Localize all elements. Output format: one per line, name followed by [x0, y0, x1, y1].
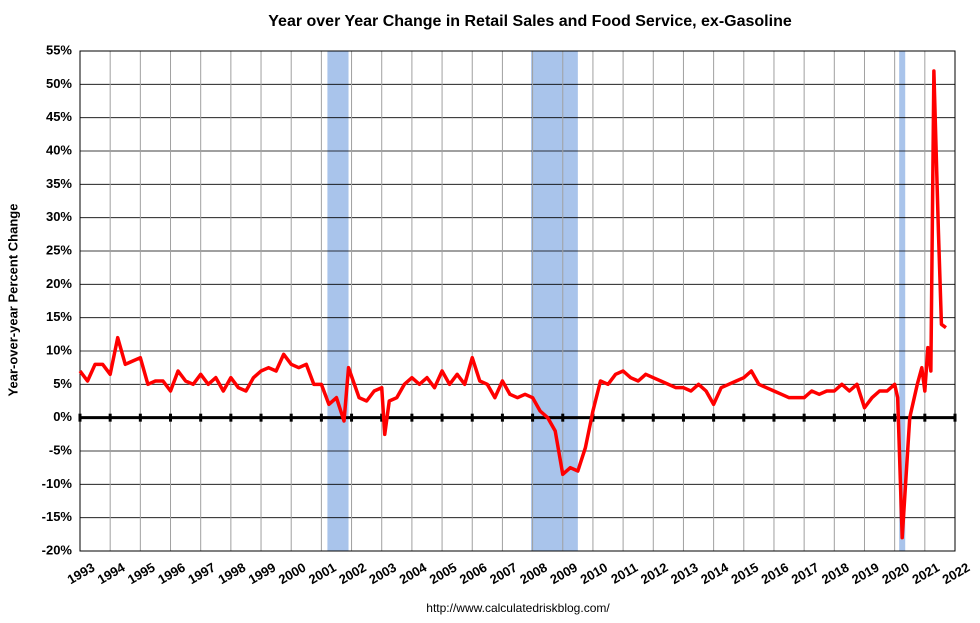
x-tick-label: 2006: [457, 560, 490, 587]
y-tick-label: 20%: [46, 276, 72, 291]
x-tick-label: 2013: [668, 560, 701, 587]
x-tick-label: 2012: [638, 560, 671, 587]
y-tick-label: -20%: [42, 542, 73, 557]
y-tick-label: -15%: [42, 509, 73, 524]
source: http://www.calculatedriskblog.com/: [426, 601, 610, 615]
x-tick-label: 2009: [547, 560, 580, 587]
x-tick-label: 2002: [336, 560, 369, 587]
x-tick-label: 2016: [759, 560, 792, 587]
y-tick-label: -10%: [42, 476, 73, 491]
x-tick-label: 1994: [95, 559, 128, 587]
y-tick-label: 15%: [46, 309, 72, 324]
x-tick-label: 2007: [487, 560, 520, 587]
x-tick-label: 2010: [578, 560, 611, 587]
recession-band: [327, 51, 349, 551]
y-tick-label: 0%: [53, 409, 72, 424]
y-tick-label: 55%: [46, 42, 72, 57]
x-tick-label: 1998: [216, 560, 249, 587]
y-tick-label: 10%: [46, 342, 72, 357]
x-tick-label: 1996: [155, 560, 188, 587]
x-tick-label: 1993: [65, 560, 98, 587]
x-tick-label: 2015: [728, 560, 761, 587]
y-tick-label: 50%: [46, 76, 72, 91]
x-tick-label: 2005: [427, 560, 460, 587]
chart-title: Year over Year Change in Retail Sales an…: [268, 13, 792, 30]
y-axis-label: Year-over-year Percent Change: [5, 204, 20, 397]
y-tick-label: 45%: [46, 109, 72, 124]
data-line: [78, 69, 947, 540]
x-tick-label: 2019: [849, 560, 882, 587]
y-tick-label: 5%: [53, 376, 72, 391]
x-tick-label: 2022: [940, 560, 973, 587]
y-tick-label: 30%: [46, 209, 72, 224]
x-tick-label: 2018: [819, 560, 852, 587]
y-tick-label: 35%: [46, 176, 72, 191]
x-tick-label: 2008: [517, 560, 550, 587]
x-tick-label: 1997: [185, 560, 218, 587]
y-tick-label: -5%: [49, 442, 73, 457]
x-tick-label: 2004: [397, 559, 430, 587]
x-tick-label: 2003: [366, 560, 399, 587]
recession-band: [531, 51, 578, 551]
x-tick-label: 2011: [608, 560, 640, 587]
y-tick-label: 40%: [46, 142, 72, 157]
x-tick-label: 2021: [909, 560, 942, 587]
recession-band: [899, 51, 906, 551]
x-tick-label: 2020: [879, 560, 912, 587]
x-tick-label: 1995: [125, 560, 158, 587]
x-tick-label: 2014: [698, 559, 731, 587]
y-tick-label: 25%: [46, 242, 72, 257]
x-tick-label: 2000: [276, 560, 309, 587]
x-tick-label: 1999: [246, 560, 279, 587]
x-tick-label: 2017: [789, 560, 822, 587]
x-tick-label: 2001: [306, 560, 339, 587]
plot-border: [79, 50, 956, 552]
